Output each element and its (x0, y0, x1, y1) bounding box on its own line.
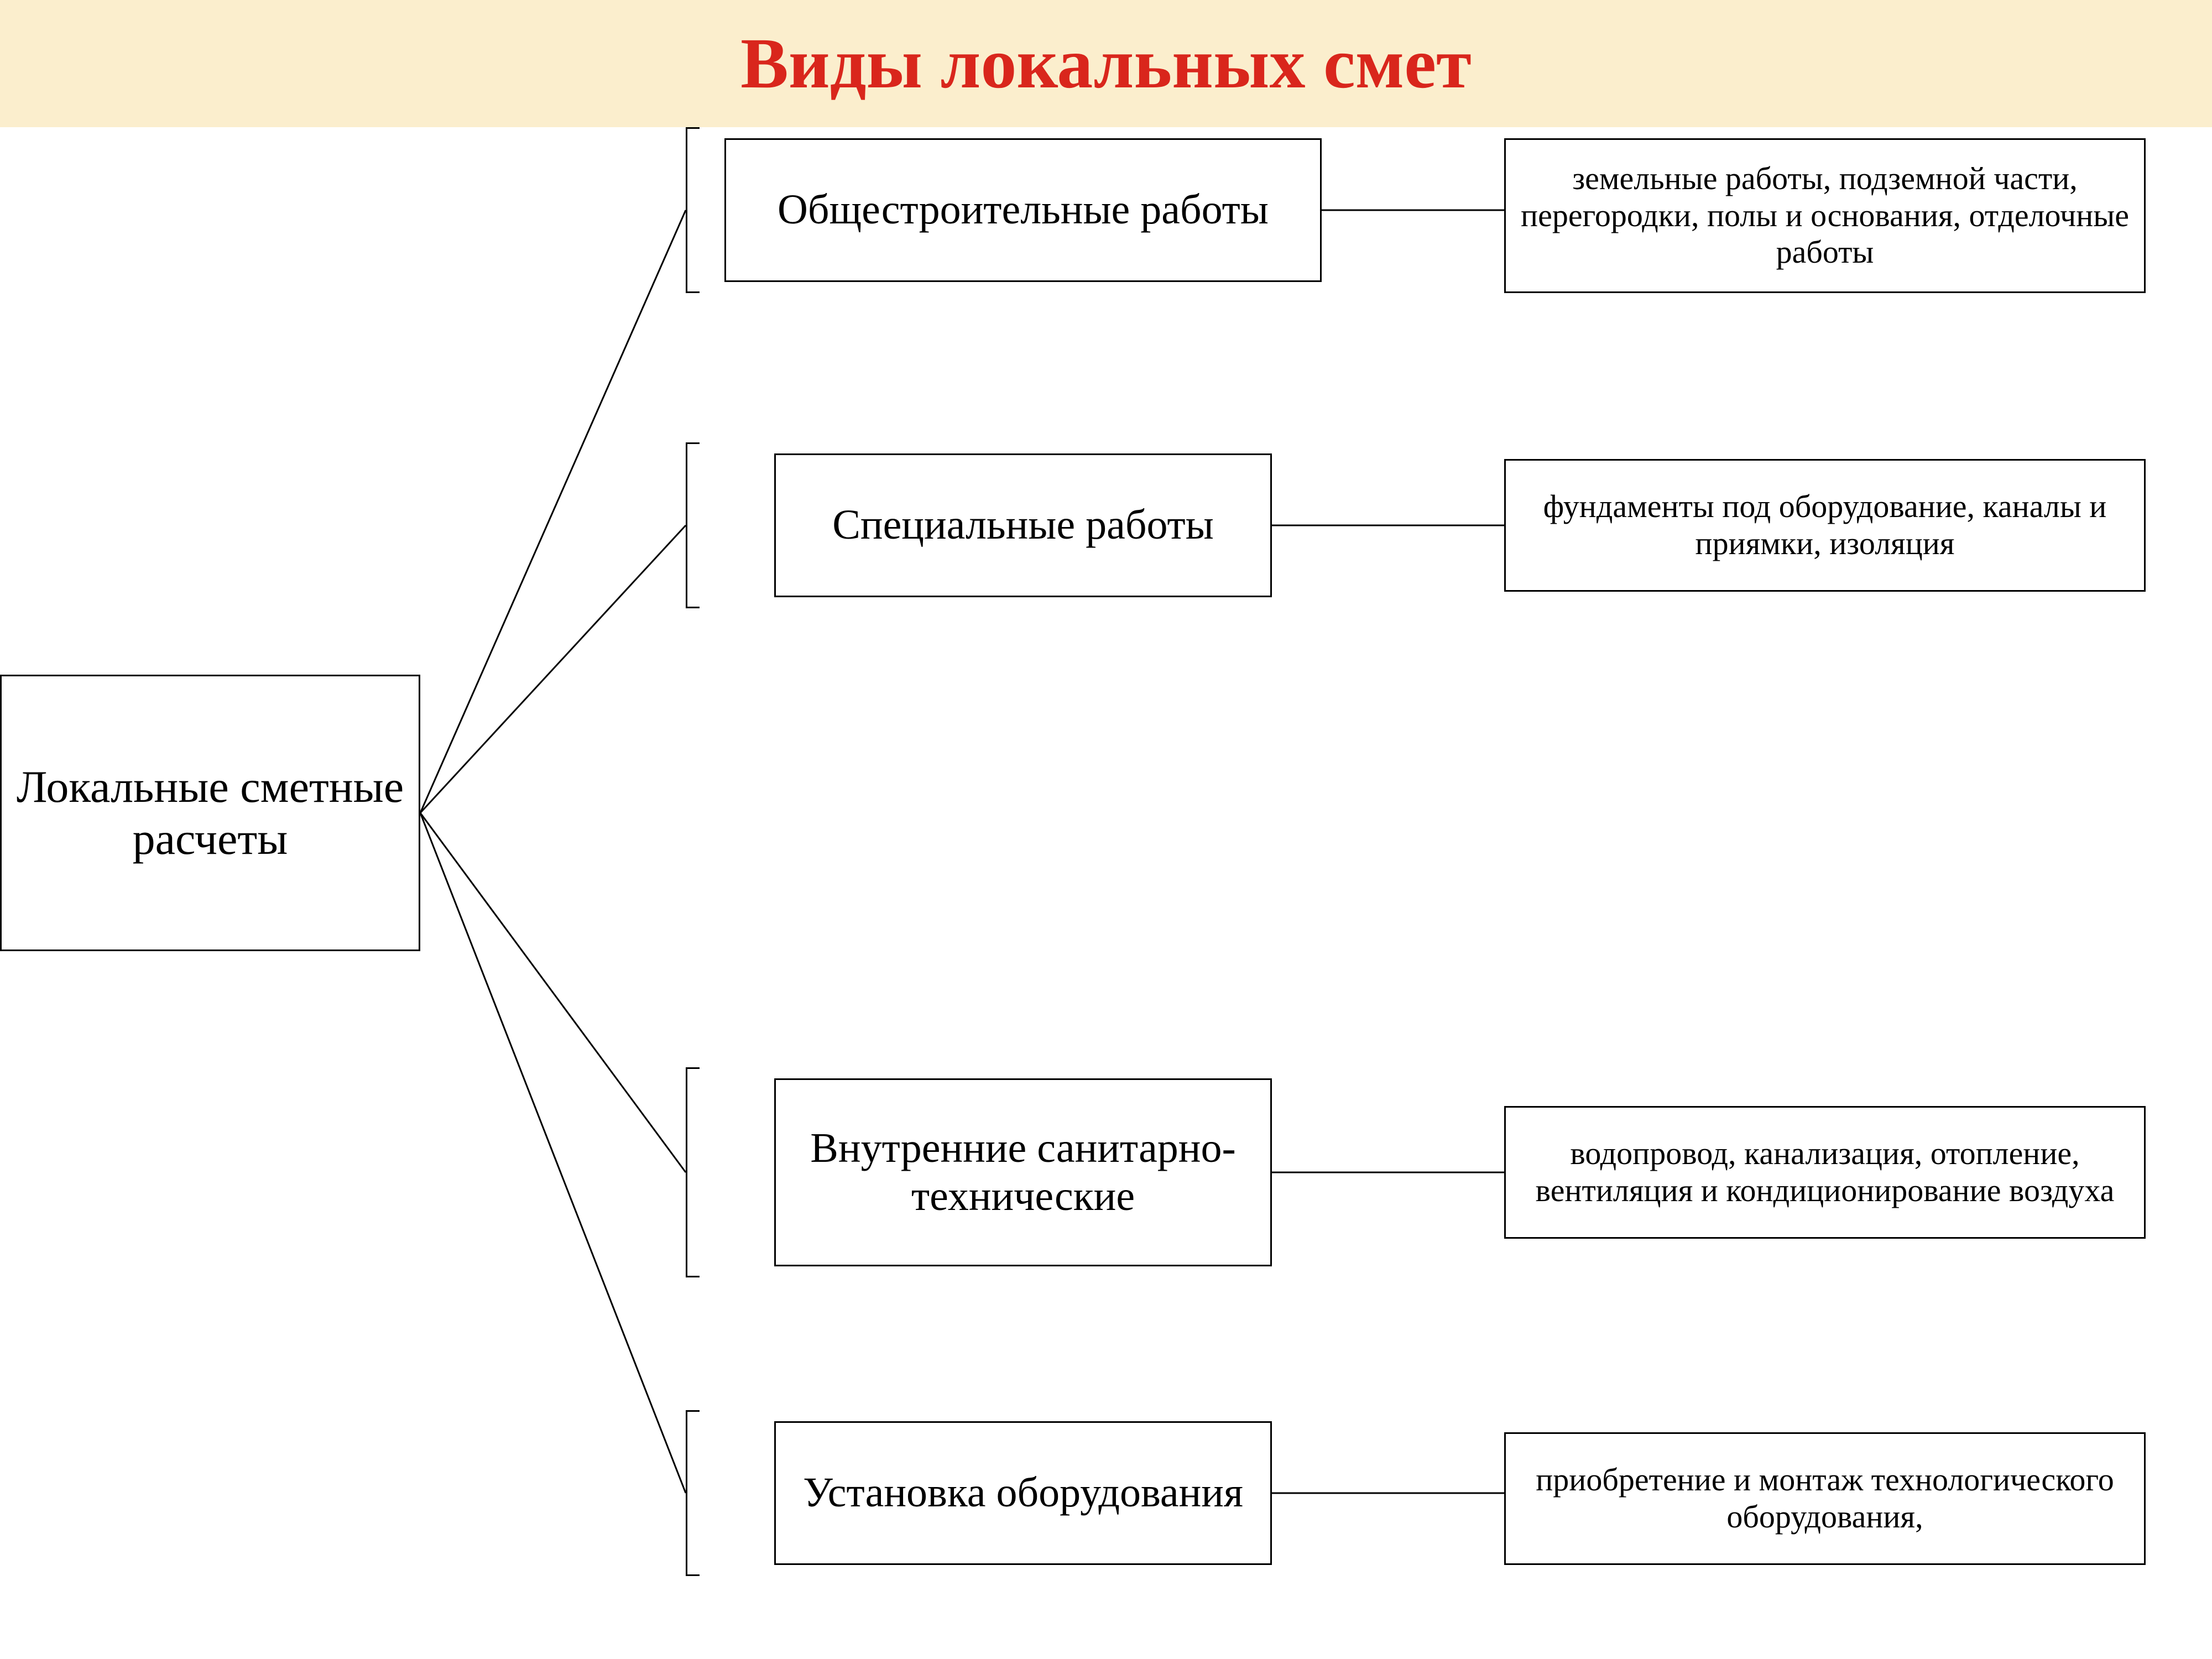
detail-box-0: земельные работы, подземной части, перег… (1504, 138, 2146, 293)
category-box-2: Внутренние санитарно-технические (774, 1078, 1272, 1266)
detail-box-3: приобретение и монтаж технологического о… (1504, 1432, 2146, 1565)
bracket (686, 127, 687, 293)
bracket (686, 442, 687, 608)
category-box-1: Специальные работы (774, 453, 1272, 597)
root-box: Локальные сметные расчеты (0, 675, 420, 951)
detail-box-1: фундаменты под оборудование, каналы и пр… (1504, 459, 2146, 592)
category-box-0: Общестроительные работы (724, 138, 1322, 282)
page-title: Виды локальных смет (0, 0, 2212, 127)
bracket (686, 1410, 687, 1576)
category-box-3: Установка оборудования (774, 1421, 1272, 1565)
detail-box-2: водопровод, канализация, отопление, вент… (1504, 1106, 2146, 1239)
bracket (686, 1067, 687, 1277)
diagram-area: Локальные сметные расчеты Общестроительны… (0, 127, 2212, 1659)
